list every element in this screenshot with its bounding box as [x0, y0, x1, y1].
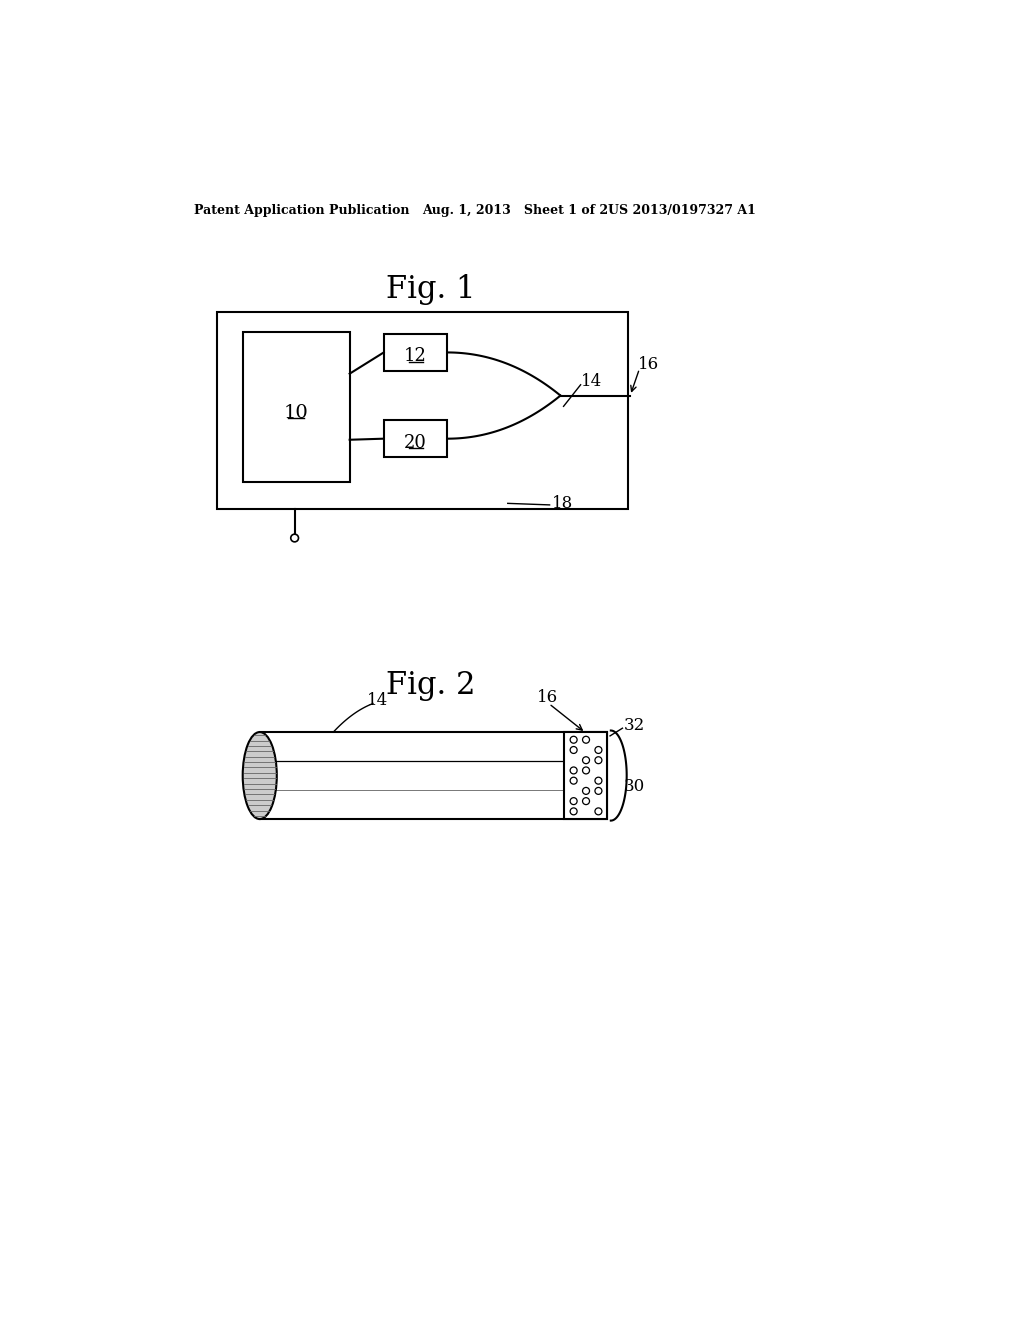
- Text: 18: 18: [552, 495, 573, 512]
- Bar: [217, 313, 628, 508]
- Text: US 2013/0197327 A1: US 2013/0197327 A1: [608, 205, 757, 218]
- Text: Fig. 2: Fig. 2: [385, 671, 475, 701]
- Ellipse shape: [243, 733, 276, 818]
- Bar: [384, 334, 447, 371]
- Bar: [384, 420, 447, 457]
- Text: 30: 30: [624, 777, 645, 795]
- Text: 16: 16: [538, 689, 558, 706]
- Text: 20: 20: [404, 433, 427, 451]
- Text: 16: 16: [638, 356, 659, 374]
- Text: Patent Application Publication: Patent Application Publication: [194, 205, 410, 218]
- Bar: [260, 733, 607, 818]
- Text: 14: 14: [582, 374, 603, 391]
- Text: Aug. 1, 2013   Sheet 1 of 2: Aug. 1, 2013 Sheet 1 of 2: [423, 205, 608, 218]
- Text: 10: 10: [284, 404, 308, 422]
- Text: 14: 14: [367, 692, 388, 709]
- Text: 32: 32: [624, 717, 645, 734]
- Text: Fig. 1: Fig. 1: [385, 273, 475, 305]
- Text: 12: 12: [404, 347, 427, 366]
- Bar: [564, 733, 607, 818]
- Bar: [243, 331, 349, 482]
